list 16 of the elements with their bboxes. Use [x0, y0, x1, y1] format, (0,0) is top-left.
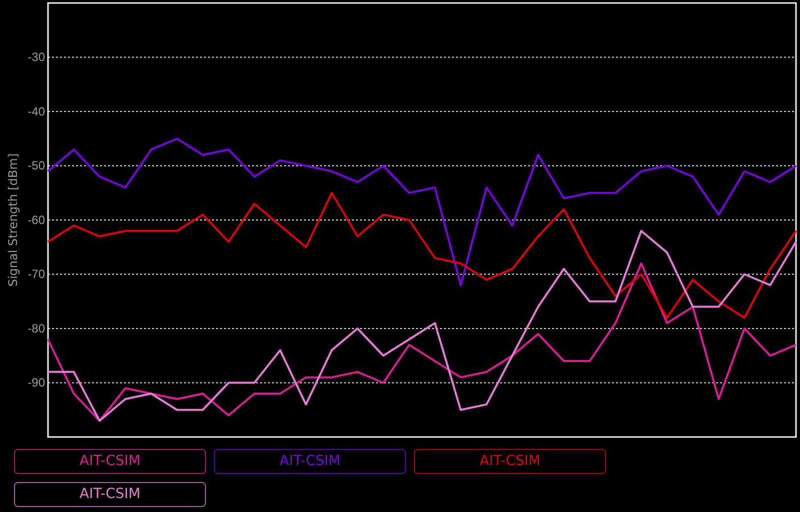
text: AIT-CSIM	[414, 449, 606, 474]
y-axis-title: Signal Strength [dBm]	[6, 153, 20, 287]
line-series	[47, 192, 797, 319]
y-tick-label: -40	[28, 104, 46, 118]
y-tick-label: -30	[28, 50, 46, 64]
line-series	[47, 230, 797, 422]
y-tick-label: -50	[28, 158, 46, 173]
y-tick-label: -70	[28, 267, 46, 282]
line-series	[47, 262, 797, 422]
y-tick-label: -90	[28, 376, 46, 390]
text: AIT-CSIM	[214, 449, 406, 474]
text: AIT-CSIM	[14, 449, 206, 474]
y-tick-label: -60	[28, 212, 46, 227]
y-tick-label: -80	[28, 321, 46, 336]
line-series	[47, 138, 797, 286]
text: AIT-CSIM	[14, 482, 206, 507]
